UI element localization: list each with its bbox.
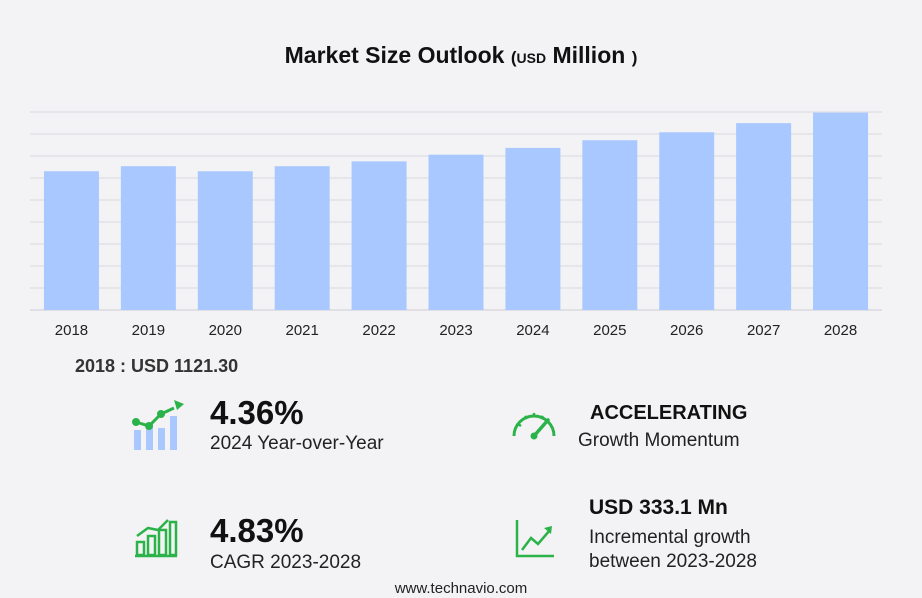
trend-line-icon [515,520,554,558]
bar-2018 [43,171,99,310]
momentum-label: Growth Momentum [578,430,740,451]
base-year-value: 2018 : USD 1121.30 [75,356,239,376]
bar-chart: 2018 2019 2020 2021 2022 2023 2024 2025 2026 2027… [30,111,882,339]
x-tick-label: 2028 [824,322,857,339]
x-tick-label: 2026 [670,322,703,339]
x-tick-label: 2023 [439,322,472,339]
x-tick-label: 2019 [132,322,165,339]
x-tick-label: 2020 [209,322,242,339]
x-tick-label: 2027 [747,322,780,339]
bar-2026 [659,132,715,310]
unit-open: ( [510,48,517,67]
bar-2024 [505,147,561,310]
kpi-cagr: 4.83% CAGR 2023-2028 [210,514,361,574]
kpi-incremental: USD 333.1 Mn Incremental growth between … [589,496,757,574]
kpi-momentum: ACCELERATING Growth Momentum [578,402,747,453]
unit-usd: USD [516,50,547,66]
bar-2021 [274,166,330,310]
bar-2022 [351,161,407,310]
x-tick-label: 2018 [55,322,88,339]
bar-2027 [736,123,792,310]
bar-2020 [197,171,253,310]
kpi-yoy: 4.36% 2024 Year-over-Year [210,396,384,455]
yoy-label: 2024 Year-over-Year [210,433,384,454]
cagr-value: 4.83% [210,512,304,549]
incremental-line1: Incremental growth [589,527,751,548]
unit-close: ) [631,48,638,67]
momentum-head: ACCELERATING [590,402,748,424]
x-tick-label: 2021 [285,322,318,339]
unit-million: Million [552,42,626,68]
bar-2019 [120,166,176,310]
bar-2028 [813,112,869,311]
bar-2025 [582,140,638,310]
bar-growth-icon [135,519,178,558]
footer-website: www.technavio.com [394,580,528,597]
growth-chart-icon [132,400,184,450]
yoy-value: 4.36% [210,394,304,431]
incremental-line2: between 2023-2028 [589,551,757,572]
speedometer-icon [512,413,556,440]
x-tick-label: 2024 [516,322,549,339]
title-text: Market Size Outlook [284,42,505,68]
cagr-label: CAGR 2023-2028 [210,552,362,573]
incremental-head: USD 333.1 Mn [589,496,728,519]
chart-title: Market Size Outlook (USD Million ) [0,42,922,69]
x-tick-label: 2025 [593,322,626,339]
bar-2023 [428,154,484,310]
x-tick-label: 2022 [362,322,395,339]
